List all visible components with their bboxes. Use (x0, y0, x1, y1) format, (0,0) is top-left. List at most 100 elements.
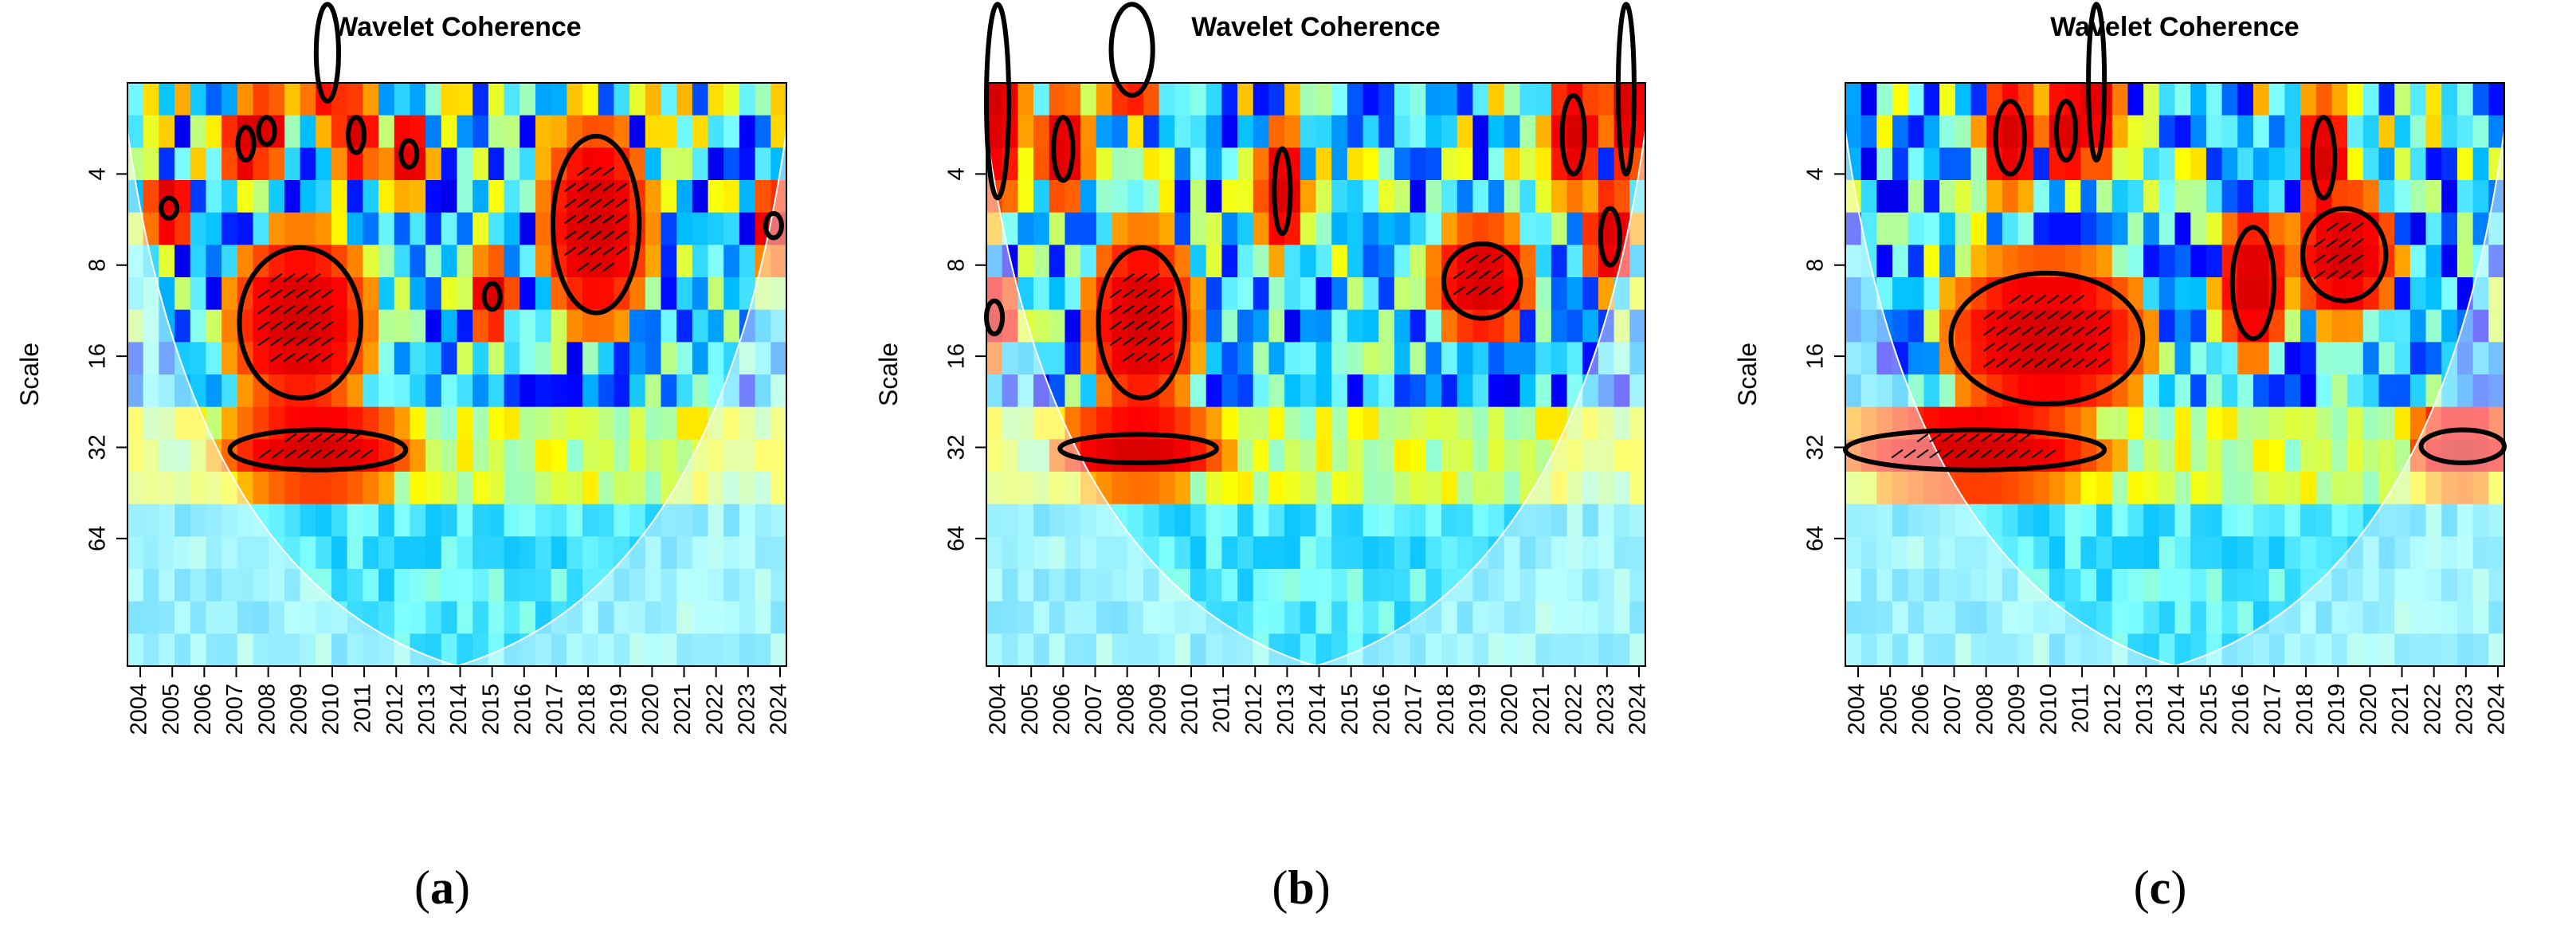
heatmap-cell (1923, 374, 1940, 408)
heatmap-cell (1221, 245, 1238, 278)
heatmap-cell (1441, 569, 1458, 602)
heatmap-cell (1331, 180, 1348, 214)
heatmap-cell (2127, 115, 2144, 148)
heatmap-cell (1629, 633, 1646, 667)
heatmap-cell (1190, 472, 1207, 505)
heatmap-cell (504, 406, 520, 440)
heatmap-cell (1268, 633, 1285, 667)
heatmap-cell (2488, 277, 2505, 311)
heatmap-cell (2237, 115, 2254, 148)
heatmap-cell (1002, 472, 1018, 505)
heatmap-cell (1002, 406, 1018, 440)
heatmap-cell (2300, 504, 2317, 537)
heatmap-cell (1017, 83, 1034, 116)
heatmap-cell (755, 277, 771, 311)
heatmap-cell (1253, 536, 1270, 570)
y-tick-label: 64 (944, 526, 970, 551)
phase-arrow (1465, 269, 1478, 280)
heatmap-cell (614, 472, 630, 505)
heatmap-cell (1613, 374, 1630, 408)
heatmap-cell (567, 309, 583, 343)
heatmap-cell (1284, 374, 1301, 408)
x-tick-label: 2015 (2196, 684, 2221, 735)
phase-arrow (1967, 433, 1980, 443)
heatmap-cell (755, 536, 771, 570)
heatmap-cell (1033, 83, 1050, 116)
heatmap-cell (645, 309, 662, 343)
heatmap-cell (1080, 309, 1097, 343)
heatmap-cell (237, 633, 254, 667)
heatmap-cell (2456, 472, 2474, 505)
heatmap-cell (159, 472, 175, 505)
phase-arrow (1122, 352, 1135, 363)
heatmap-cell (1300, 569, 1317, 602)
heatmap-cell (143, 472, 159, 505)
x-tick-label: 2017 (2260, 684, 2286, 735)
heatmap-cell (2456, 180, 2474, 214)
heatmap-cell (1347, 439, 1364, 472)
heatmap-cell (363, 633, 379, 667)
heatmap-cell (457, 83, 473, 116)
phase-arrow (283, 272, 296, 283)
heatmap-cell (2253, 601, 2270, 634)
heatmap-cell (488, 83, 505, 116)
heatmap-cell (300, 180, 316, 214)
heatmap-cell (1970, 342, 1987, 375)
heatmap-cell (1410, 472, 1426, 505)
heatmap-cell (206, 569, 222, 602)
heatmap-cell (1017, 569, 1034, 602)
heatmap-cell (1472, 83, 1489, 116)
heatmap-cell (378, 342, 395, 375)
heatmap-cell (1143, 180, 1160, 214)
phase-arrow (2339, 254, 2351, 264)
heatmap-cell (629, 342, 646, 375)
heatmap-cell (520, 147, 536, 181)
heatmap-cell (723, 277, 740, 311)
phase-arrow (2098, 326, 2111, 336)
heatmap-cell (1190, 245, 1207, 278)
phase-arrow (1122, 336, 1135, 347)
heatmap-cell (253, 601, 269, 634)
heatmap-cell (2409, 115, 2427, 148)
heatmap-cell (739, 245, 756, 278)
heatmap-cell (1582, 536, 1599, 570)
heatmap-cell (2315, 342, 2333, 375)
heatmap-cell (692, 569, 709, 602)
heatmap-cell (363, 601, 379, 634)
heatmap-cell (1986, 406, 2003, 440)
heatmap-cell (2049, 309, 2066, 343)
heatmap-cell (2111, 147, 2129, 181)
heatmap-cell (661, 504, 677, 537)
heatmap-cell (520, 309, 536, 343)
heatmap-cell (676, 504, 693, 537)
heatmap-cell (316, 536, 332, 570)
heatmap-cell (1907, 342, 1925, 375)
heatmap-cell (316, 569, 332, 602)
heatmap-cell (2205, 569, 2223, 602)
phase-arrow (602, 246, 615, 257)
heatmap-cell (269, 504, 285, 537)
heatmap-cell (488, 342, 505, 375)
heatmap-cell (2174, 504, 2191, 537)
phase-arrow (2060, 294, 2072, 304)
heatmap-cell (269, 601, 285, 634)
heatmap-cell (2158, 569, 2176, 602)
heatmap-cell (190, 439, 207, 472)
heatmap-cell (2205, 374, 2223, 408)
heatmap-cell (2174, 212, 2191, 245)
heatmap-cell (1441, 115, 1458, 148)
heatmap-cell (1892, 83, 1909, 116)
heatmap-cell (159, 374, 175, 408)
heatmap-cell (2080, 374, 2097, 408)
heatmap-cell (2080, 309, 2097, 343)
heatmap-cell (316, 472, 332, 505)
heatmap-cell (2347, 180, 2364, 214)
heatmap-cell (269, 83, 285, 116)
heatmap-cell (1033, 536, 1050, 570)
heatmap-cell (2190, 115, 2207, 148)
y-tick-label: 64 (1803, 526, 1829, 551)
phase-arrow (1983, 358, 1996, 368)
heatmap-cell (1457, 569, 1474, 602)
heatmap-cell (1613, 342, 1630, 375)
heatmap-cell (1441, 536, 1458, 570)
